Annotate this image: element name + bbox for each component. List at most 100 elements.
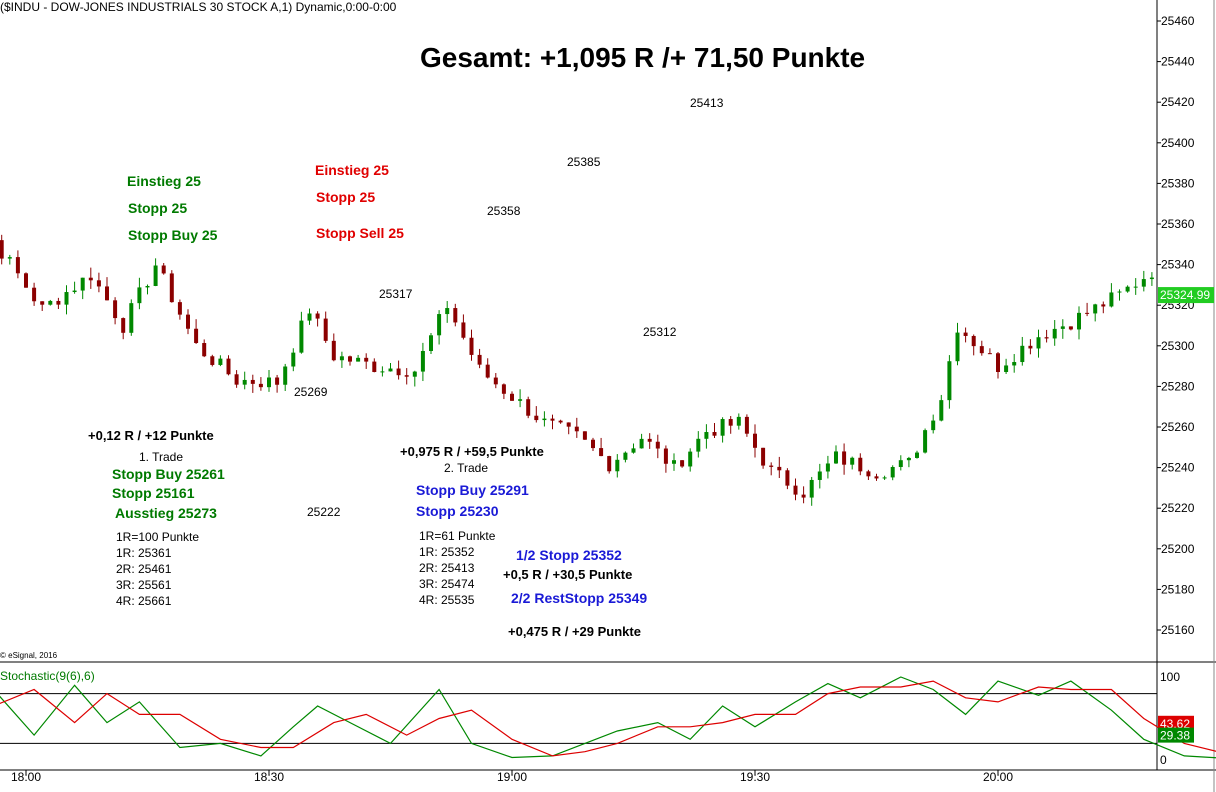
candle-body (477, 354, 482, 365)
candle-body (955, 332, 960, 362)
last-price-label: 25324.99 (1160, 288, 1210, 302)
candle-body (380, 371, 385, 373)
candle-body (623, 452, 628, 460)
trade2-r2: 2R: 25413 (419, 561, 475, 575)
candle-body (145, 285, 150, 288)
candle-body (202, 343, 207, 357)
candle-body (1012, 362, 1017, 366)
price-label-low: 25222 (307, 505, 341, 519)
candle-body (923, 430, 928, 453)
candle-body (485, 364, 490, 378)
candle-body (161, 265, 166, 274)
candle-body (396, 368, 401, 376)
candle-body (1093, 304, 1098, 314)
candle-body (1101, 304, 1106, 307)
candle-body (850, 457, 855, 465)
trade2-r-size: 1R=61 Punkte (419, 529, 496, 543)
candle-body (88, 277, 93, 281)
candle-body (250, 379, 255, 384)
candle-body (437, 314, 442, 336)
candle-body (947, 361, 952, 401)
candle-body (283, 366, 288, 385)
candle-body (129, 303, 134, 333)
y-tick-label: 25280 (1161, 379, 1195, 393)
candle-body (769, 465, 774, 467)
candle-body (113, 300, 118, 319)
candle-body (996, 353, 1000, 373)
candle-body (809, 479, 814, 498)
x-tick-label: 18:00 (11, 770, 41, 784)
candle-body (80, 277, 85, 291)
candle-body (655, 441, 660, 449)
candle-body (242, 379, 247, 385)
candle-body (510, 393, 514, 401)
candle-body (64, 292, 69, 305)
candle-body (307, 313, 312, 321)
candle-body (1004, 365, 1009, 373)
candle-body (785, 470, 790, 486)
trade1-r3: 3R: 25561 (116, 578, 172, 592)
candle-body (793, 485, 798, 495)
legend-red-stop: Stopp 25 (316, 189, 376, 205)
candle-body (866, 471, 871, 477)
candle-body (258, 383, 263, 388)
candle-body (169, 273, 174, 303)
headline-total: Gesamt: +1,095 R /+ 71,50 Punkte (420, 42, 866, 73)
x-tick-label: 20:00 (983, 770, 1013, 784)
candle-body (315, 313, 320, 319)
y-tick-label: 25440 (1161, 55, 1195, 69)
y-tick-label: 25160 (1161, 623, 1195, 637)
y-tick-label: 25240 (1161, 461, 1195, 475)
candle-body (1036, 337, 1041, 349)
y-tick-label: 25300 (1161, 339, 1195, 353)
candle-body (226, 358, 231, 375)
trade2-rest-result: +0,475 R / +29 Punkte (508, 624, 641, 639)
candle-body (744, 416, 749, 434)
candle-body (518, 399, 523, 401)
candle-body (663, 448, 668, 464)
candle-body (874, 476, 879, 479)
stoch-tick-label: 100 (1160, 670, 1180, 684)
candle-body (48, 300, 53, 305)
candle-body (429, 335, 433, 351)
y-tick-label: 25340 (1161, 258, 1195, 272)
trade1-r-size: 1R=100 Punkte (116, 530, 200, 544)
price-label: 25269 (294, 385, 328, 399)
stochastic-label: Stochastic(9(6),6) (0, 669, 95, 683)
stoch-tick-label: 0 (1160, 753, 1167, 767)
candle-body (404, 375, 409, 377)
candle-body (607, 456, 612, 472)
candle-body (987, 353, 992, 355)
candle-body (526, 399, 531, 416)
candle-body (915, 452, 919, 458)
y-tick-label: 25360 (1161, 217, 1195, 231)
candle-body (753, 433, 757, 448)
candle-body (121, 318, 126, 333)
candle-body (639, 438, 644, 449)
x-tick-label: 18:30 (254, 770, 284, 784)
candle-body (1044, 337, 1049, 339)
y-tick-label: 25260 (1161, 420, 1195, 434)
price-label-high: 25413 (690, 96, 724, 110)
trade2-r3: 3R: 25474 (419, 577, 475, 591)
last-price-badge (1158, 287, 1214, 304)
candle-body (461, 322, 466, 338)
candle-body (299, 320, 304, 353)
candle-body (761, 447, 766, 466)
candle-body (558, 420, 563, 423)
candle-body (348, 356, 352, 362)
candle-body (153, 265, 158, 286)
candle-body (550, 418, 555, 421)
candle-body (931, 420, 936, 431)
candle-body (672, 460, 676, 464)
candle-body (453, 308, 458, 323)
candle-body (712, 432, 717, 436)
trade2-name: 2. Trade (444, 461, 489, 475)
candle-body (1060, 326, 1065, 329)
candle-body (323, 318, 328, 341)
candle-body (858, 457, 863, 472)
candle-body (801, 494, 806, 498)
trade1-r1: 1R: 25361 (116, 546, 172, 560)
candle-body (339, 356, 344, 361)
candle-body (906, 457, 911, 461)
